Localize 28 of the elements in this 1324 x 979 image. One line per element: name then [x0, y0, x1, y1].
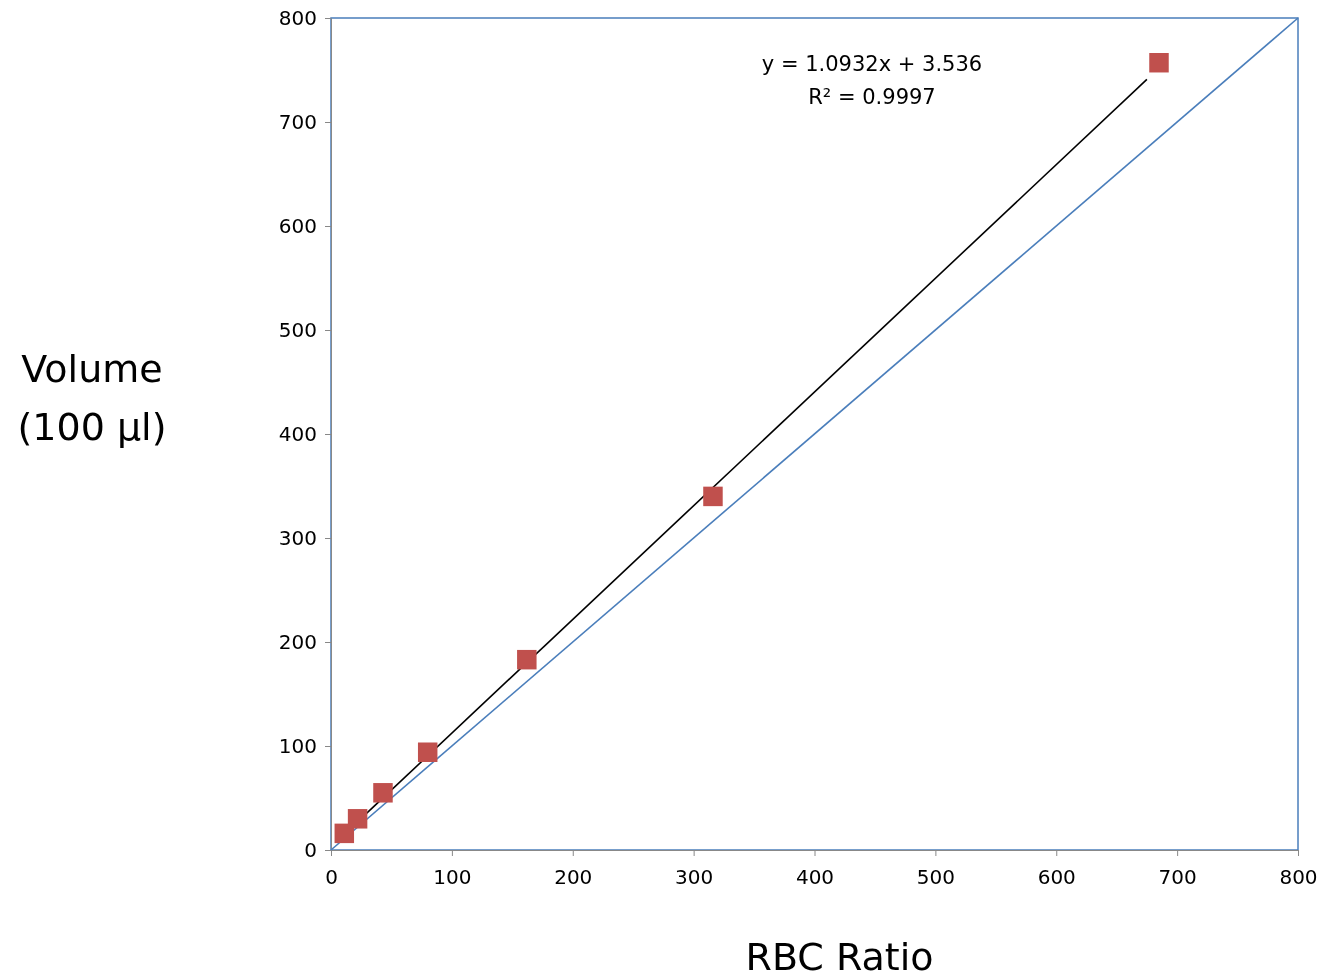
y-tick-label: 600 [278, 213, 317, 238]
x-tick-label: 600 [1037, 865, 1076, 890]
point [373, 783, 393, 803]
x-tick-label: 300 [675, 865, 714, 890]
y-tick-label: 400 [278, 421, 317, 446]
point [517, 649, 537, 670]
x-tick-label: 400 [795, 865, 835, 890]
point [703, 486, 723, 507]
point [417, 742, 438, 762]
x-axis-title: RBC Ratio [745, 935, 934, 979]
y-tick-label: 800 [278, 5, 317, 30]
x-tick-label: 800 [1279, 865, 1318, 890]
point [347, 809, 368, 829]
annotation: R² = 0.9997 [808, 85, 936, 109]
annotation: y = 1.0932x + 3.536 [761, 52, 983, 76]
y-tick-label: 700 [278, 109, 317, 134]
x-tick-label: 700 [1158, 865, 1197, 890]
y-tick-label: 500 [278, 317, 317, 342]
x-tick-label: 500 [916, 865, 955, 890]
x-tick-label: 200 [554, 865, 593, 890]
y-axis-title: Volume (100 μl) [17, 347, 167, 449]
x-tick-label: 0 [325, 865, 338, 890]
y-tick-label: 300 [278, 525, 317, 550]
y-tick-label: 100 [278, 733, 317, 758]
point [1149, 52, 1169, 73]
x-tick-label: 100 [433, 865, 472, 890]
y-tick-label: 0 [304, 837, 317, 862]
y-tick-label: 200 [278, 629, 317, 654]
